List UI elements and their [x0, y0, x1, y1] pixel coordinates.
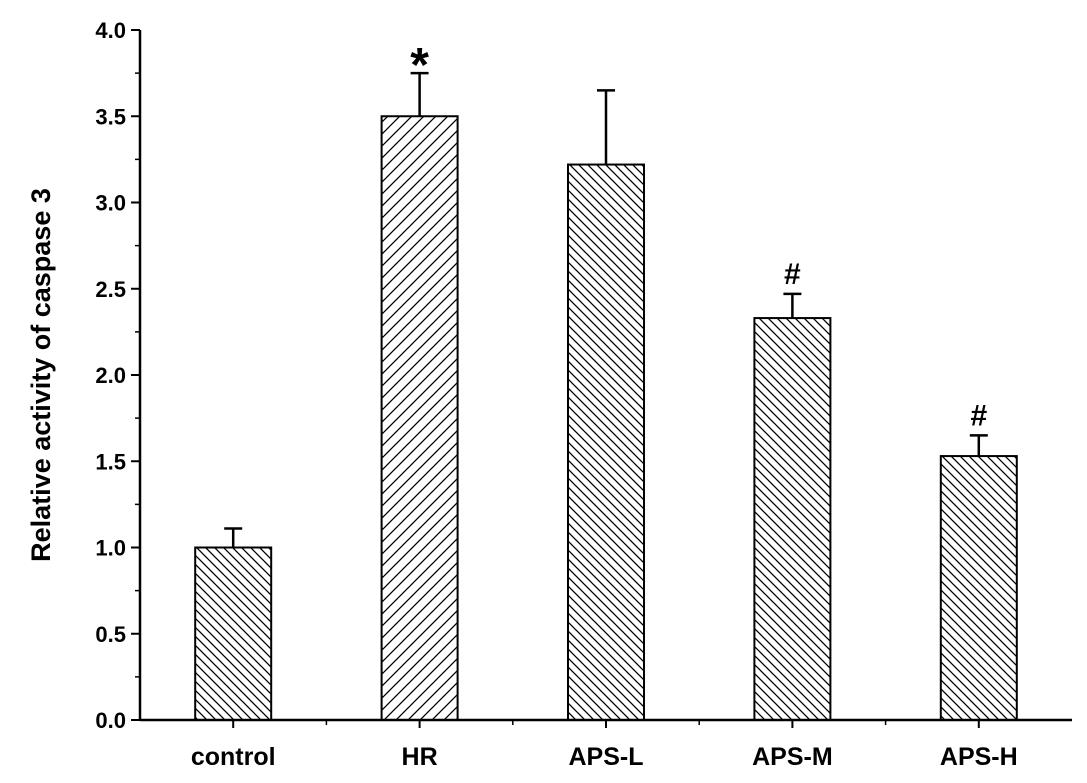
bar-aps-l: [567, 163, 645, 722]
bar-control: [194, 546, 273, 721]
x-category-label: APS-H: [940, 743, 1018, 771]
y-tick-label: 1.5: [95, 449, 126, 474]
y-ticks-group: 0.0 0.5 1.0 1.5 2.0 2.5 3.0 3.5 4.0: [95, 18, 140, 733]
significance-hash: #: [970, 399, 987, 432]
bar-aps-m: [753, 317, 832, 721]
significance-hash: #: [784, 258, 801, 291]
significance-asterisk: *: [410, 39, 429, 92]
y-tick-label: 3.5: [95, 104, 126, 129]
bars-group: * # #: [194, 39, 1018, 722]
y-tick-label: 0.5: [95, 622, 126, 647]
x-category-label: HR: [402, 743, 438, 771]
y-tick-label: 2.0: [95, 363, 126, 388]
bar-aps-h: [939, 455, 1018, 721]
y-tick-label: 0.0: [95, 708, 126, 733]
bar-hr: [380, 115, 459, 721]
x-category-label: APS-M: [752, 743, 833, 771]
y-tick-label: 3.0: [95, 191, 126, 216]
x-labels-group: control HR APS-L APS-M APS-H: [191, 720, 1018, 771]
x-category-label: control: [191, 743, 276, 771]
y-axis-title: Relative activity of caspase 3: [26, 188, 56, 562]
y-tick-label: 4.0: [95, 18, 126, 43]
y-tick-label: 2.5: [95, 277, 126, 302]
y-tick-label: 1.0: [95, 536, 126, 561]
x-category-label: APS-L: [569, 743, 644, 771]
